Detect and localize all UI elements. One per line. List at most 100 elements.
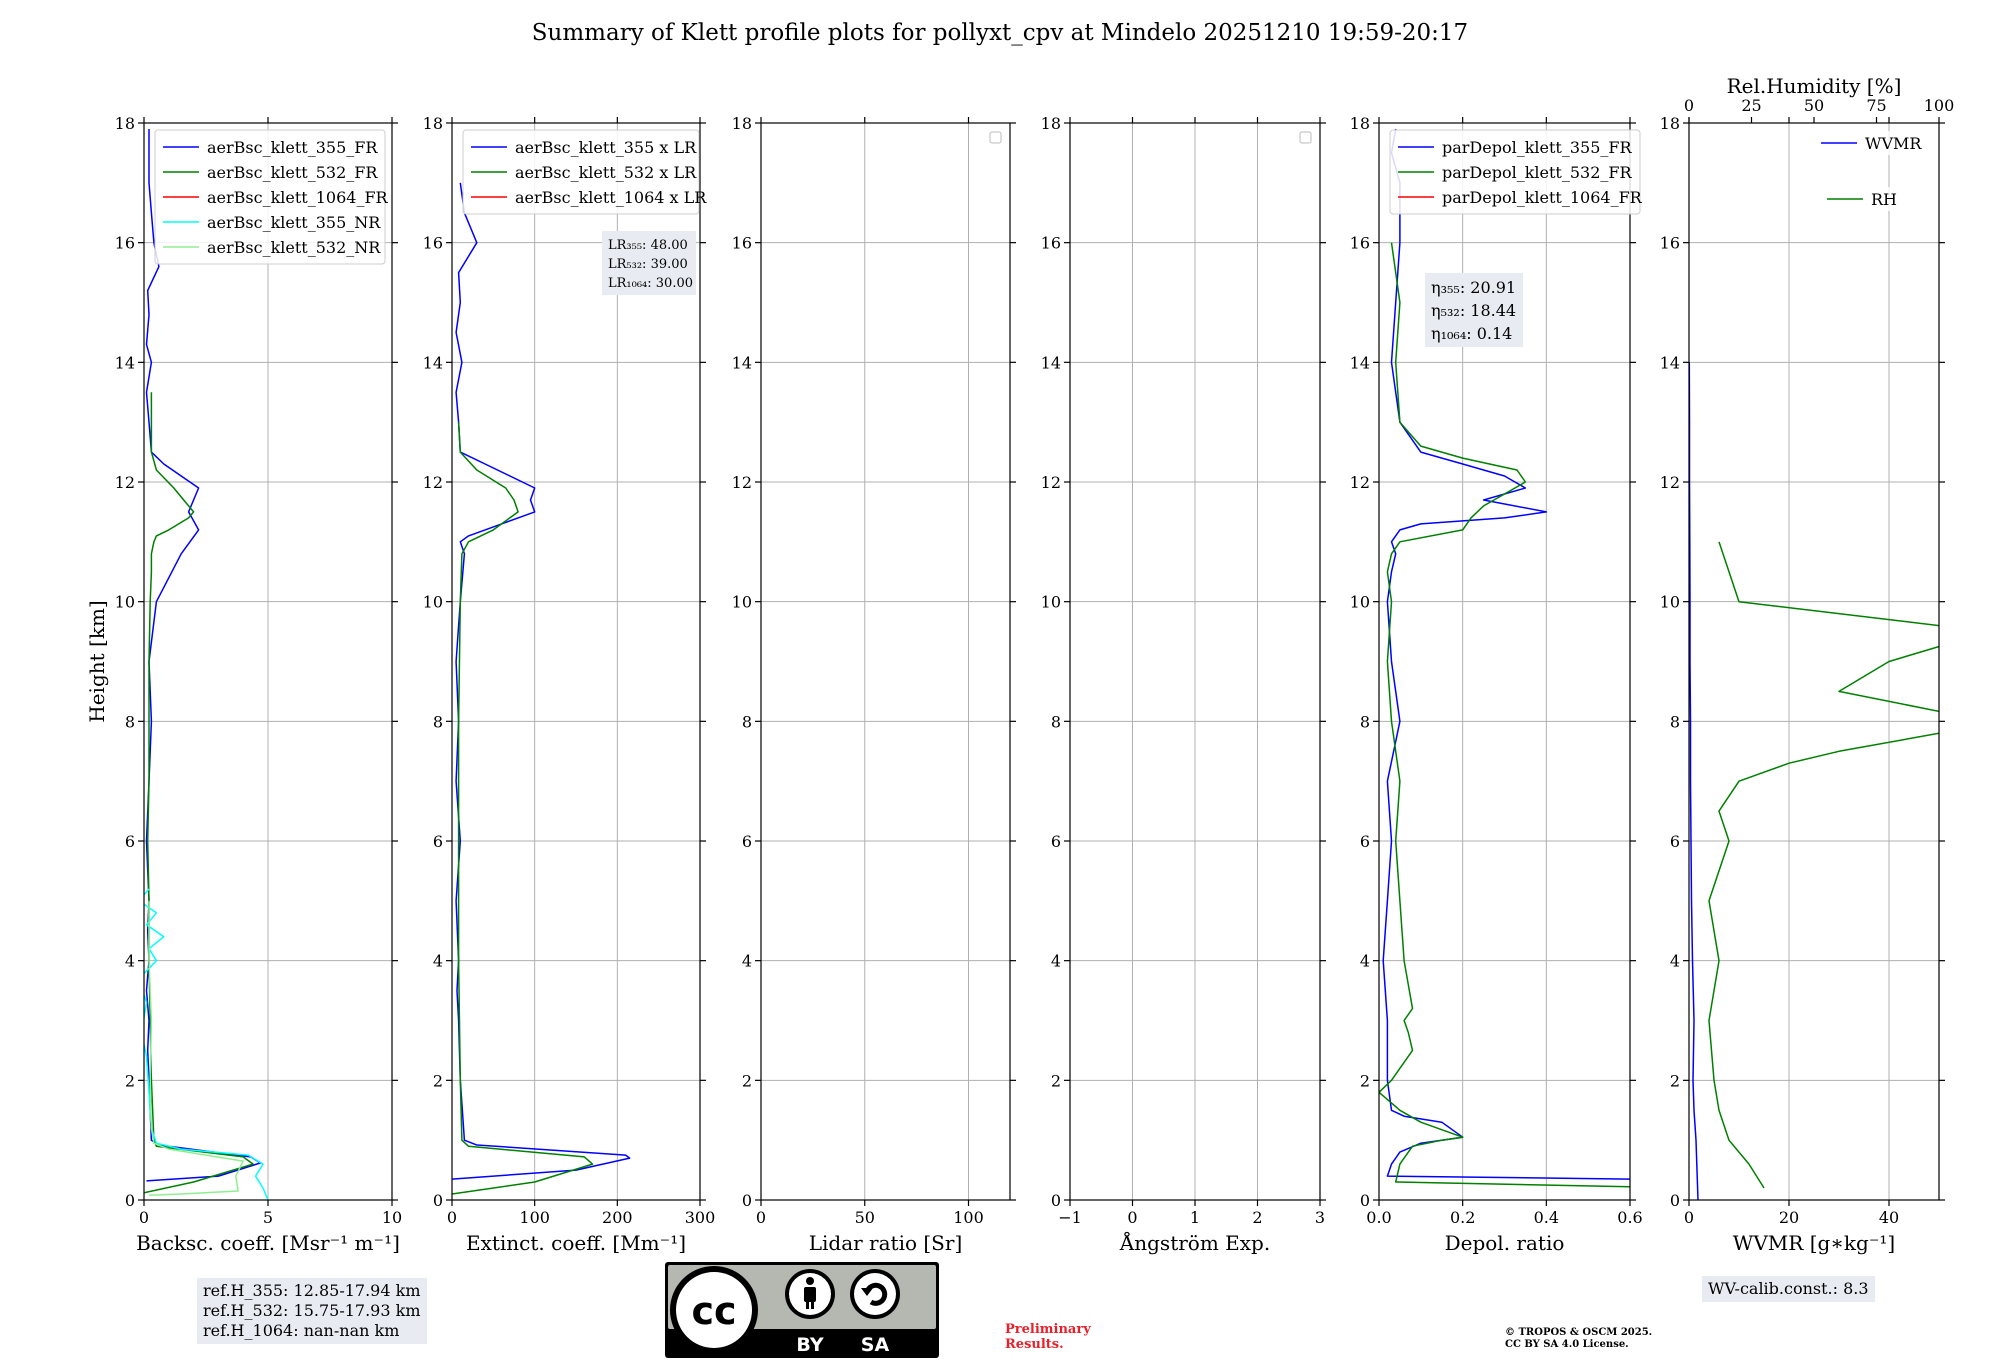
y-tick-label: 16: [115, 234, 135, 253]
x-tick-label: 3: [1315, 1208, 1325, 1227]
x-tick-label: 0.6: [1617, 1208, 1642, 1227]
y-tick-label: 4: [1360, 952, 1370, 971]
x-axis-label: Ångström Exp.: [1119, 1230, 1270, 1255]
empty-legend-marker: [989, 131, 1002, 144]
series-group: [144, 129, 269, 1200]
x-tick-label: 50: [855, 1208, 875, 1227]
panel-extinction: 0 2 4 6 8 10 12 14 16 18 0 100 200 300 Extinct. coeff.…: [423, 114, 716, 1255]
y-tick-label: 18: [423, 114, 443, 133]
y-tick-label: 8: [742, 712, 752, 731]
ref-heights-box: ref.H_355: 12.85-17.94 km ref.H_532: 15.…: [197, 1278, 427, 1344]
y-tick-label: 2: [125, 1071, 135, 1090]
x-tick-label: 0.2: [1450, 1208, 1475, 1227]
x2-tick-label: 100: [1924, 96, 1955, 115]
cc-text: cc: [691, 1289, 736, 1333]
series-line-aerbsc-klett-532-fr: [144, 392, 254, 1194]
copyright-line-1: © TROPOS & OSCM 2025.: [1505, 1327, 1653, 1338]
axes-frame: [1378, 122, 1631, 1201]
series-group: [1689, 362, 1939, 1200]
y-tick-label: 6: [742, 832, 752, 851]
x-tick-label: 5: [263, 1208, 273, 1227]
y-tick-label: 10: [1660, 593, 1680, 612]
y-tick-label: 12: [1660, 473, 1680, 492]
x2-tick-label: 50: [1804, 96, 1824, 115]
x-tick-label: 0: [139, 1208, 149, 1227]
y-tick-label: 8: [125, 712, 135, 731]
legend-label: aerBsc_klett_355 x LR: [515, 138, 697, 157]
series-group: [1379, 128, 1630, 1188]
series-line-aerbsc-klett-532-nr: [148, 900, 244, 1196]
y-tick-label: 14: [115, 353, 135, 372]
y-tick-label: 16: [1350, 234, 1370, 253]
x-tick-label: 1: [1190, 1208, 1200, 1227]
y-tick-label: 2: [1670, 1071, 1680, 1090]
figure-title: Summary of Klett profile plots for polly…: [531, 20, 1469, 46]
legend-label: aerBsc_klett_1064 x LR: [515, 188, 707, 207]
y-tick-label: 18: [1041, 114, 1061, 133]
series-group: [452, 182, 631, 1195]
x-tick-label: 20: [1779, 1208, 1799, 1227]
y-tick-label: 12: [732, 473, 752, 492]
series-line-aerbsc-klett-355-fr: [145, 129, 262, 1182]
lr-annotation: LR₅₃₂: 39.00: [608, 257, 688, 272]
legend-label: aerBsc_klett_532_FR: [207, 163, 378, 182]
legend-label: aerBsc_klett_532_NR: [207, 238, 381, 257]
y-tick-label: 8: [1051, 712, 1061, 731]
y-tick-label: 10: [423, 593, 443, 612]
x-tick-label: 40: [1879, 1208, 1899, 1227]
series-line-rh: [1708, 541, 1939, 1189]
y-tick-label: 18: [732, 114, 752, 133]
y-tick-label: 4: [742, 952, 752, 971]
x-tick-label: 0: [756, 1208, 766, 1227]
lr-annotation: LR₁₀₆₄: 30.00: [608, 276, 693, 291]
y-tick-label: 4: [1051, 952, 1061, 971]
legend: [989, 131, 1002, 144]
y-axis-label: Height [km]: [85, 600, 109, 722]
legend-label: WVMR: [1865, 134, 1922, 153]
y-tick-label: 4: [125, 952, 135, 971]
x-axis-label: Extinct. coeff. [Mm⁻¹]: [466, 1231, 686, 1255]
series-line-aerbsc-klett-532-x-lr: [452, 422, 594, 1195]
wv-calib-box: WV-calib.const.: 8.3: [1702, 1276, 1875, 1302]
legend: WVMR RH: [1815, 131, 1933, 211]
y-tick-label: 14: [732, 353, 752, 372]
y-tick-label: 10: [732, 593, 752, 612]
x-tick-label: 0.4: [1534, 1208, 1559, 1227]
legend: parDepol_klett_355_FR parDepol_klett_532_…: [1389, 129, 1643, 215]
x-tick-label: 200: [602, 1208, 633, 1227]
y-tick-label: 12: [423, 473, 443, 492]
x-axis-label: Backsc. coeff. [Msr⁻¹ m⁻¹]: [136, 1231, 400, 1255]
empty-legend-marker: [1299, 131, 1312, 144]
y-tick-label: 12: [1041, 473, 1061, 492]
y-tick-label: 10: [115, 593, 135, 612]
panel-lidar-ratio: 0 2 4 6 8 10 12 14 16 18 0 50 100 Lidar ratio [Sr]: [732, 114, 1016, 1255]
y-tick-label: 0: [125, 1191, 135, 1210]
x-tick-label: 0: [1684, 1208, 1694, 1227]
series-line-aerbsc-klett-355-x-lr: [452, 182, 631, 1180]
x-tick-label: 100: [953, 1208, 984, 1227]
preliminary-line-1: Preliminary: [1005, 1322, 1091, 1337]
series-line-aerbsc-klett-355-nr: [144, 888, 269, 1200]
y-tick-label: 6: [1051, 832, 1061, 851]
x2-axis-label: Rel.Humidity [%]: [1727, 74, 1902, 98]
y-tick-label: 8: [433, 712, 443, 731]
eta-annotation-box: [1425, 273, 1523, 347]
legend-label: aerBsc_klett_532 x LR: [515, 163, 697, 182]
ref-height-355: ref.H_355: 12.85-17.94 km: [203, 1281, 421, 1300]
y-tick-label: 16: [1041, 234, 1061, 253]
y-tick-label: 18: [1660, 114, 1680, 133]
y-tick-label: 0: [1360, 1191, 1370, 1210]
x2-tick-label: 0: [1684, 96, 1694, 115]
y-tick-label: 14: [1350, 353, 1370, 372]
y-tick-label: 18: [1350, 114, 1370, 133]
legend-box: [1389, 129, 1641, 215]
x2-tick-label: 75: [1866, 96, 1886, 115]
x-tick-label: 100: [519, 1208, 550, 1227]
y-tick-label: 0: [433, 1191, 443, 1210]
axes-frame: [760, 122, 1011, 1201]
legend: aerBsc_klett_355 x LR aerBsc_klett_532 x …: [462, 129, 707, 215]
y-tick-label: 16: [1660, 234, 1680, 253]
legend-label: parDepol_klett_355_FR: [1442, 138, 1633, 157]
